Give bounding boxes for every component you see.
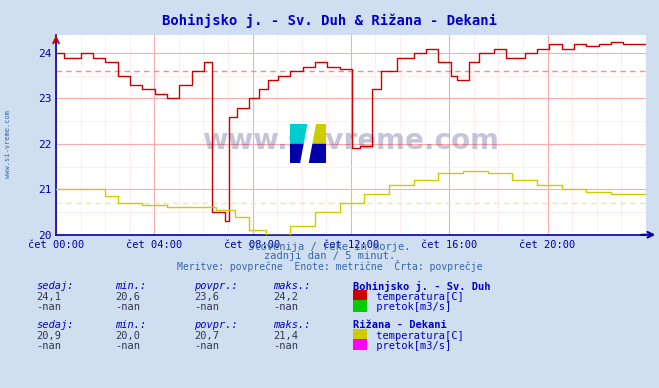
Text: 20,7: 20,7 xyxy=(194,331,219,341)
Text: Rižana - Dekani: Rižana - Dekani xyxy=(353,320,446,330)
Bar xyxy=(290,124,308,144)
Text: sedaj:: sedaj: xyxy=(36,320,74,330)
Text: 20,9: 20,9 xyxy=(36,331,61,341)
Text: -nan: -nan xyxy=(115,341,140,351)
Bar xyxy=(290,144,326,163)
Text: -nan: -nan xyxy=(115,302,140,312)
Text: 24,1: 24,1 xyxy=(36,292,61,302)
Text: 21,4: 21,4 xyxy=(273,331,299,341)
Text: 20,0: 20,0 xyxy=(115,331,140,341)
Text: povpr.:: povpr.: xyxy=(194,281,238,291)
Text: -nan: -nan xyxy=(194,302,219,312)
Bar xyxy=(308,124,326,144)
Text: Meritve: povprečne  Enote: metrične  Črta: povprečje: Meritve: povprečne Enote: metrične Črta:… xyxy=(177,260,482,272)
Text: Slovenija / reke in morje.: Slovenija / reke in morje. xyxy=(248,242,411,253)
Text: temperatura[C]: temperatura[C] xyxy=(370,331,464,341)
Polygon shape xyxy=(301,124,316,163)
Text: pretok[m3/s]: pretok[m3/s] xyxy=(370,341,451,351)
Text: pretok[m3/s]: pretok[m3/s] xyxy=(370,302,451,312)
Text: Bohinjsko j. - Sv. Duh & Rižana - Dekani: Bohinjsko j. - Sv. Duh & Rižana - Dekani xyxy=(162,14,497,28)
Text: www.si-vreme.com: www.si-vreme.com xyxy=(5,109,11,178)
Text: -nan: -nan xyxy=(273,341,299,351)
Text: min.:: min.: xyxy=(115,320,146,330)
Text: -nan: -nan xyxy=(273,302,299,312)
Text: min.:: min.: xyxy=(115,281,146,291)
Text: sedaj:: sedaj: xyxy=(36,281,74,291)
Text: maks.:: maks.: xyxy=(273,320,311,330)
Text: www.si-vreme.com: www.si-vreme.com xyxy=(202,127,500,155)
Text: maks.:: maks.: xyxy=(273,281,311,291)
Text: -nan: -nan xyxy=(194,341,219,351)
Text: temperatura[C]: temperatura[C] xyxy=(370,292,464,302)
Text: Bohinjsko j. - Sv. Duh: Bohinjsko j. - Sv. Duh xyxy=(353,281,490,292)
Text: povpr.:: povpr.: xyxy=(194,320,238,330)
Text: 23,6: 23,6 xyxy=(194,292,219,302)
Text: 24,2: 24,2 xyxy=(273,292,299,302)
Text: zadnji dan / 5 minut.: zadnji dan / 5 minut. xyxy=(264,251,395,261)
Text: -nan: -nan xyxy=(36,302,61,312)
Text: -nan: -nan xyxy=(36,341,61,351)
Text: 20,6: 20,6 xyxy=(115,292,140,302)
